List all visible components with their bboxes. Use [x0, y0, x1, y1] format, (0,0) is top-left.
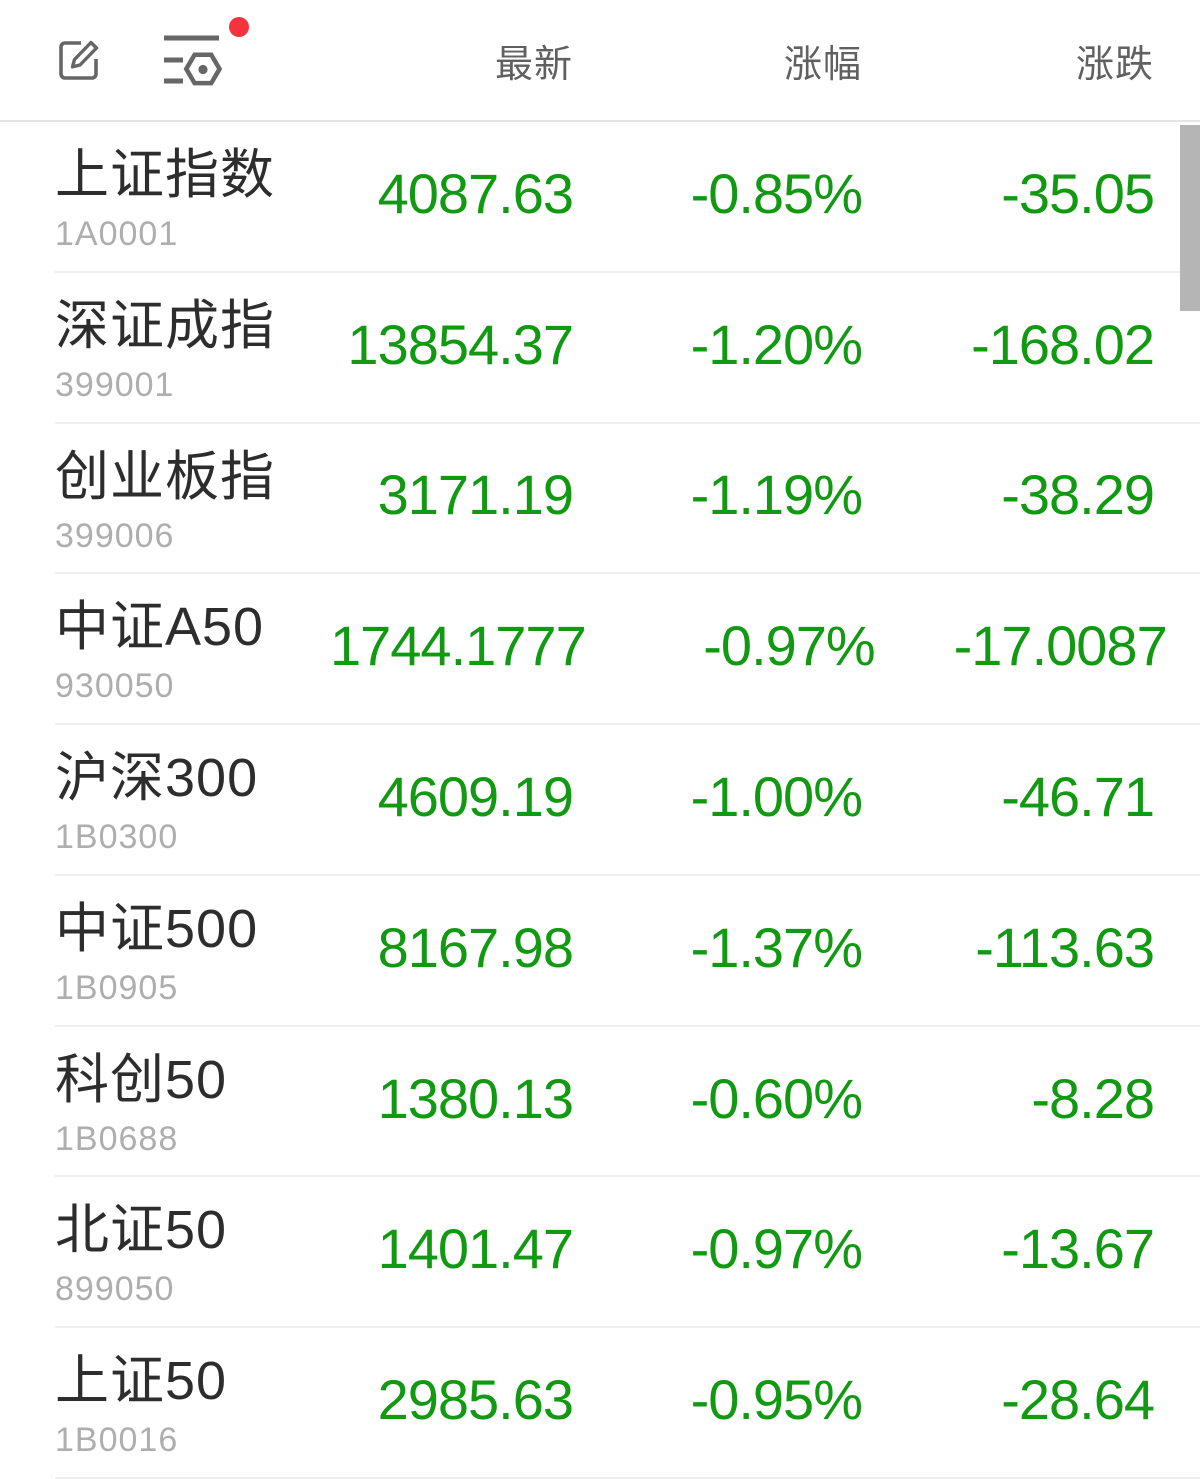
index-row[interactable]: 中证500 1B0905 8167.98 -1.37% -113.63 — [0, 875, 1200, 1027]
index-change-amount: -38.29 — [1001, 463, 1155, 527]
index-row[interactable]: 上证50 1B0016 2985.63 -0.95% -28.64 — [0, 1328, 1200, 1479]
index-name: 北证50 — [55, 1200, 228, 1261]
index-name-cell: 北证50 899050 — [55, 1177, 330, 1328]
index-code: 899050 — [55, 1270, 175, 1309]
index-code: 399001 — [55, 365, 175, 404]
index-change-percent: -0.95% — [690, 1368, 863, 1432]
index-code: 1B0905 — [55, 968, 179, 1007]
index-name-cell: 上证50 1B0016 — [55, 1328, 330, 1479]
toolbar-icons — [55, 17, 330, 91]
index-name: 科创50 — [55, 1049, 228, 1110]
scrollbar-thumb[interactable] — [1180, 125, 1200, 311]
index-change-percent: -1.37% — [690, 915, 863, 979]
index-row[interactable]: 上证指数 1A0001 4087.63 -0.85% -35.05 — [0, 122, 1200, 273]
index-row[interactable]: 中证A50 930050 1744.1777 -0.97% -17.0087 — [0, 574, 1200, 726]
index-last-price: 13854.37 — [347, 312, 574, 376]
index-name: 创业板指 — [55, 446, 275, 507]
index-name-cell: 中证500 1B0905 — [55, 876, 330, 1027]
index-change-amount: -13.67 — [1001, 1217, 1155, 1281]
index-name-cell: 沪深300 1B0300 — [55, 725, 330, 876]
index-last-price: 8167.98 — [377, 915, 574, 979]
index-name: 沪深300 — [55, 748, 259, 809]
index-row[interactable]: 沪深300 1B0300 4609.19 -1.00% -46.71 — [0, 725, 1200, 876]
index-change-amount: -17.0087 — [953, 614, 1168, 678]
column-header-latest[interactable]: 最新 — [494, 43, 573, 86]
index-change-amount: -113.63 — [975, 915, 1155, 979]
index-change-amount: -8.28 — [1031, 1066, 1155, 1130]
red-notification-dot — [229, 17, 249, 37]
index-last-price: 4609.19 — [377, 765, 574, 829]
index-change-amount: -28.64 — [1001, 1368, 1155, 1432]
index-name: 中证A50 — [55, 597, 265, 658]
index-last-price: 1380.13 — [377, 1066, 574, 1130]
index-name: 中证500 — [55, 898, 259, 959]
edit-compose-icon — [55, 36, 103, 84]
index-name: 上证指数 — [55, 145, 275, 205]
column-header-change-amount[interactable]: 涨跌 — [1075, 43, 1154, 86]
index-change-percent: -0.97% — [703, 614, 875, 678]
index-last-price: 1401.47 — [377, 1217, 574, 1281]
index-name-cell: 深证成指 399001 — [55, 273, 330, 424]
index-change-amount: -35.05 — [1001, 161, 1155, 225]
index-row[interactable]: 深证成指 399001 13854.37 -1.20% -168.02 — [0, 272, 1200, 424]
index-code: 1B0300 — [55, 818, 179, 857]
index-code: 930050 — [55, 667, 175, 706]
index-name: 深证成指 — [55, 295, 275, 356]
index-row[interactable]: 创业板指 399006 3171.19 -1.19% -38.29 — [0, 423, 1200, 575]
index-change-amount: -46.71 — [1001, 765, 1155, 829]
edit-compose-button[interactable] — [55, 36, 103, 84]
index-change-percent: -1.00% — [690, 765, 863, 829]
index-name-cell: 创业板指 399006 — [55, 424, 330, 575]
index-last-price: 4087.63 — [377, 161, 574, 225]
filter-settings-button[interactable] — [161, 17, 249, 91]
index-change-percent: -0.85% — [690, 161, 863, 225]
column-header-change-percent[interactable]: 涨幅 — [783, 43, 862, 86]
index-change-percent: -0.97% — [690, 1217, 863, 1281]
index-code: 1A0001 — [55, 215, 179, 253]
index-last-price: 1744.1777 — [330, 614, 587, 678]
toolbar: 最新 涨幅 涨跌 — [0, 0, 1200, 122]
index-change-percent: -0.60% — [690, 1066, 863, 1130]
index-row[interactable]: 科创50 1B0688 1380.13 -0.60% -8.28 — [0, 1026, 1200, 1178]
index-list: 上证指数 1A0001 4087.63 -0.85% -35.05 深证成指 3… — [0, 122, 1200, 1479]
index-change-percent: -1.20% — [690, 312, 863, 376]
index-name: 上证50 — [55, 1351, 228, 1412]
index-change-amount: -168.02 — [971, 312, 1155, 376]
index-last-price: 3171.19 — [377, 463, 574, 527]
index-name-cell: 科创50 1B0688 — [55, 1027, 330, 1178]
index-code: 399006 — [55, 516, 175, 555]
index-change-percent: -1.19% — [690, 463, 863, 527]
filter-settings-icon — [161, 29, 235, 91]
index-code: 1B0688 — [55, 1119, 179, 1158]
index-name-cell: 上证指数 1A0001 — [55, 122, 330, 273]
index-last-price: 2985.63 — [377, 1368, 574, 1432]
index-row[interactable]: 北证50 899050 1401.47 -0.97% -13.67 — [0, 1177, 1200, 1329]
index-name-cell: 中证A50 930050 — [55, 574, 330, 725]
index-code: 1B0016 — [55, 1421, 179, 1460]
